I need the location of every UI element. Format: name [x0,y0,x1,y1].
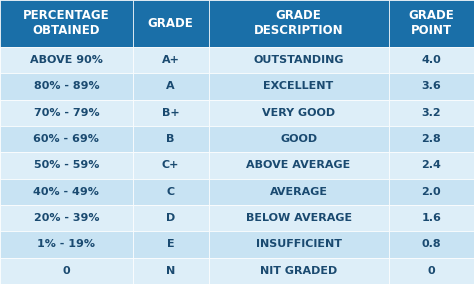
Bar [209,179,389,205]
Text: 1.6: 1.6 [421,213,441,223]
Bar [133,100,209,126]
Text: VERY GOOD: VERY GOOD [262,108,335,118]
Text: E: E [167,239,174,249]
Bar [133,126,209,152]
Text: 0.8: 0.8 [421,239,441,249]
Text: 20% - 39%: 20% - 39% [34,213,99,223]
Text: D: D [166,213,175,223]
Text: OUTSTANDING: OUTSTANDING [254,55,344,65]
Text: 4.0: 4.0 [421,55,441,65]
Bar [389,126,474,152]
Text: PERCENTAGE
OBTAINED: PERCENTAGE OBTAINED [23,9,109,37]
Text: 80% - 89%: 80% - 89% [34,82,99,91]
Bar [389,231,474,258]
Text: EXCELLENT: EXCELLENT [264,82,334,91]
Bar [389,258,474,284]
Text: A+: A+ [162,55,180,65]
Text: 70% - 79%: 70% - 79% [34,108,99,118]
Text: ABOVE 90%: ABOVE 90% [30,55,103,65]
Bar [133,179,209,205]
Bar [0,179,133,205]
Bar [0,126,133,152]
Bar [133,73,209,100]
Bar [209,73,389,100]
Text: GRADE
POINT: GRADE POINT [409,9,454,37]
Text: 2.4: 2.4 [421,160,441,170]
Bar [389,100,474,126]
Bar [389,0,474,47]
Bar [389,205,474,231]
Text: ABOVE AVERAGE: ABOVE AVERAGE [246,160,351,170]
Text: A: A [166,82,175,91]
Bar [389,47,474,73]
Text: 1% - 19%: 1% - 19% [37,239,95,249]
Text: 60% - 69%: 60% - 69% [34,134,99,144]
Bar [209,47,389,73]
Bar [209,231,389,258]
Bar [389,73,474,100]
Text: 2.0: 2.0 [421,187,441,197]
Text: 0: 0 [428,266,435,276]
Text: INSUFFICIENT: INSUFFICIENT [255,239,342,249]
Text: 2.8: 2.8 [421,134,441,144]
Bar [133,205,209,231]
Text: GRADE: GRADE [148,17,193,30]
Bar [209,152,389,179]
Bar [0,0,133,47]
Bar [389,179,474,205]
Bar [133,152,209,179]
Text: 3.2: 3.2 [421,108,441,118]
Text: 50% - 59%: 50% - 59% [34,160,99,170]
Text: 40% - 49%: 40% - 49% [34,187,99,197]
Text: 3.6: 3.6 [421,82,441,91]
Bar [209,0,389,47]
Bar [133,47,209,73]
Bar [209,100,389,126]
Text: AVERAGE: AVERAGE [270,187,328,197]
Text: B+: B+ [162,108,180,118]
Text: C+: C+ [162,160,179,170]
Text: B: B [166,134,175,144]
Bar [133,231,209,258]
Bar [0,100,133,126]
Bar [133,258,209,284]
Bar [209,205,389,231]
Text: C: C [166,187,175,197]
Text: GOOD: GOOD [280,134,317,144]
Bar [0,152,133,179]
Bar [0,205,133,231]
Text: N: N [166,266,175,276]
Bar [0,231,133,258]
Text: 0: 0 [63,266,70,276]
Text: NIT GRADED: NIT GRADED [260,266,337,276]
Bar [389,152,474,179]
Bar [133,0,209,47]
Bar [209,126,389,152]
Bar [0,47,133,73]
Bar [209,258,389,284]
Bar [0,258,133,284]
Text: BELOW AVERAGE: BELOW AVERAGE [246,213,352,223]
Text: GRADE
DESCRIPTION: GRADE DESCRIPTION [254,9,344,37]
Bar [0,73,133,100]
